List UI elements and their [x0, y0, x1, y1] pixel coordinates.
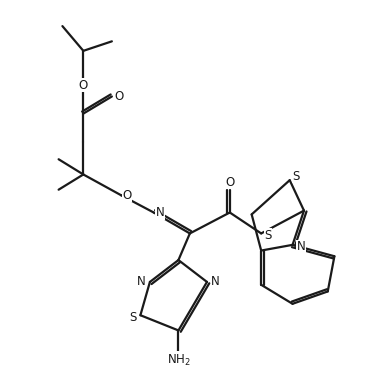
Text: O: O — [79, 79, 88, 92]
Text: O: O — [225, 176, 234, 188]
Text: N: N — [211, 275, 220, 289]
Text: NH$_2$: NH$_2$ — [166, 353, 190, 368]
Text: N: N — [156, 206, 165, 219]
Text: S: S — [293, 170, 300, 183]
Text: O: O — [114, 90, 123, 103]
Text: O: O — [122, 189, 132, 202]
Text: S: S — [129, 311, 137, 323]
Text: S: S — [264, 229, 272, 242]
Text: N: N — [137, 275, 146, 289]
Text: N: N — [297, 240, 306, 253]
